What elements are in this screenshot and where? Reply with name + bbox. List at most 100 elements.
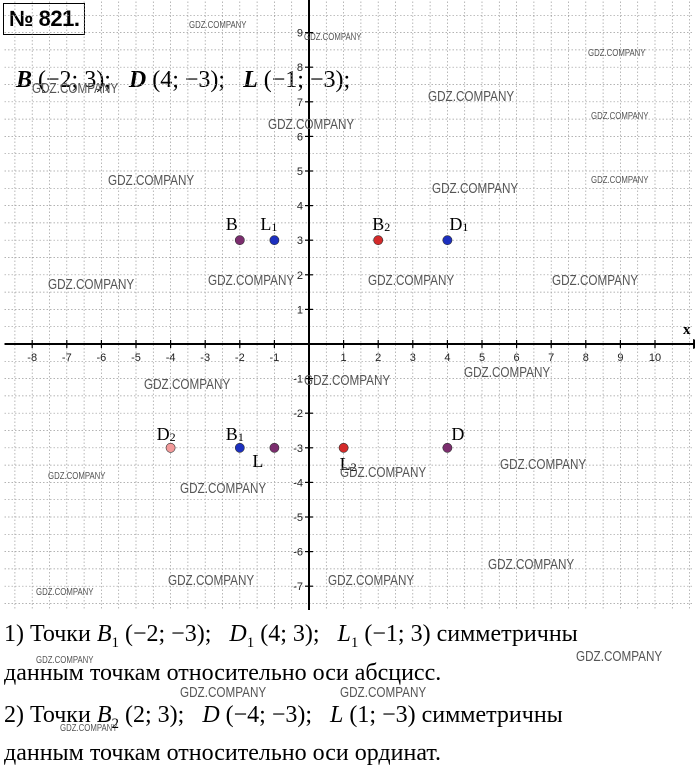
y-tick-label: -1 xyxy=(293,374,303,386)
watermark: GDZ.COMPANY xyxy=(108,172,195,189)
point-label-subscript: 1 xyxy=(271,220,277,234)
x-tick-label: -4 xyxy=(166,352,176,364)
point-b2 xyxy=(373,235,384,246)
answer-2-tail: симметричны xyxy=(421,702,563,728)
watermark: GDZ.COMPANY xyxy=(591,111,649,122)
watermark: GDZ.COMPANY xyxy=(576,648,663,665)
given-point-d-name: D xyxy=(128,67,147,93)
point-l2 xyxy=(338,442,349,453)
y-tick-label: -4 xyxy=(293,477,303,489)
watermark: GDZ.COMPANY xyxy=(60,723,118,734)
point-label: L xyxy=(252,451,263,471)
answer-1-tail: симметричны xyxy=(436,621,578,647)
watermark: GDZ.COMPANY xyxy=(340,464,427,481)
answer-2-point-2-coords: (−4; −3); xyxy=(219,702,331,728)
y-tick-label: -5 xyxy=(293,512,303,524)
point-d2 xyxy=(165,442,176,453)
answer-1-point-3-coords: (−1; 3) xyxy=(358,621,437,647)
y-tick-label: -6 xyxy=(293,547,303,559)
point-l1 xyxy=(269,235,280,246)
x-tick-label: 4 xyxy=(444,352,450,364)
x-tick-label: -5 xyxy=(131,352,141,364)
watermark: GDZ.COMPANY xyxy=(144,376,231,393)
y-tick-label: 8 xyxy=(297,62,303,74)
watermark: GDZ.COMPANY xyxy=(36,655,94,666)
given-point-l-coords: (−1; −3); xyxy=(263,67,351,93)
answer-1-lead: 1) Точки xyxy=(4,621,97,647)
x-tick-label: 7 xyxy=(548,352,554,364)
given-point-b-name: B xyxy=(16,67,33,93)
answer-2-point-1-sub: 2 xyxy=(111,715,119,732)
watermark: GDZ.COMPANY xyxy=(328,572,415,589)
answer-1-point-2-sub: 1 xyxy=(246,634,255,651)
x-tick-label: -1 xyxy=(270,352,280,364)
answer-1-point-3-sub: 1 xyxy=(350,634,359,651)
watermark: GDZ.COMPANY xyxy=(168,572,255,589)
watermark: GDZ.COMPANY xyxy=(464,364,551,381)
watermark: GDZ.COMPANY xyxy=(428,88,515,105)
coordinate-plane: xy-8-7-6-5-4-3-2-112345678910-9-8-7-6-5-… xyxy=(4,0,695,610)
watermark: GDZ.COMPANY xyxy=(588,48,646,59)
y-tick-label: 2 xyxy=(297,270,303,282)
point-label: D1 xyxy=(449,214,468,234)
answer-2-point-3-name: L xyxy=(330,702,344,728)
point-label: L1 xyxy=(260,214,277,234)
watermark: GDZ.COMPANY xyxy=(304,32,362,43)
x-tick-label: 2 xyxy=(375,352,381,364)
y-tick-label: -3 xyxy=(293,443,303,455)
y-tick-label: -2 xyxy=(293,408,303,420)
watermark: GDZ.COMPANY xyxy=(180,480,267,497)
watermark: GDZ.COMPANY xyxy=(368,272,455,289)
answer-1-point-1-sub: 1 xyxy=(111,634,119,651)
x-tick-label: -8 xyxy=(27,352,37,364)
y-tick-label: 6 xyxy=(297,131,303,143)
x-tick-label: -6 xyxy=(97,352,107,364)
y-tick-label: -7 xyxy=(293,581,303,593)
point-label-subscript: 1 xyxy=(462,220,468,234)
x-tick-label: -3 xyxy=(200,352,210,364)
y-tick-label: 3 xyxy=(297,235,303,247)
x-tick-label: 3 xyxy=(410,352,416,364)
answer-1-point-2-name: D xyxy=(229,621,247,647)
given-points: B (−2; 3); D (4; −3); L (−1; −3); xyxy=(4,40,350,94)
watermark: GDZ.COMPANY xyxy=(591,175,649,186)
watermark: GDZ.COMPANY xyxy=(432,180,519,197)
watermark: GDZ.COMPANY xyxy=(552,272,639,289)
watermark: GDZ.COMPANY xyxy=(304,372,391,389)
answer-1-point-1-coords: (−2; −3); xyxy=(118,621,230,647)
answer-1-line-2: данным точкам относительно оси абсцисс. xyxy=(4,660,442,686)
x-tick-label: 8 xyxy=(583,352,589,364)
point-label: B xyxy=(226,214,238,234)
y-tick-label: 7 xyxy=(297,97,303,109)
point-label: B2 xyxy=(372,214,390,234)
x-tick-label: 10 xyxy=(649,352,661,364)
given-point-b-coords: (−2; 3); xyxy=(38,67,111,93)
y-tick-label: 1 xyxy=(297,304,303,316)
answer-2-point-3-coords: (1; −3) xyxy=(343,702,422,728)
x-tick-label: 9 xyxy=(617,352,623,364)
answer-1-point-2-coords: (4; 3); xyxy=(254,621,338,647)
y-tick-label: 9 xyxy=(297,28,303,40)
watermark: GDZ.COMPANY xyxy=(189,20,247,31)
point-d xyxy=(442,442,453,453)
x-tick-label: 6 xyxy=(514,352,520,364)
answer-1-point-1-name: B xyxy=(96,621,112,647)
point-label-subscript: 2 xyxy=(170,430,176,444)
watermark: GDZ.COMPANY xyxy=(48,471,106,482)
answer-1-point-3-name: L xyxy=(337,621,351,647)
point-d1 xyxy=(442,235,453,246)
watermark: GDZ.COMPANY xyxy=(180,684,267,701)
answer-1-line-1: 1) Точки B1 (−2; −3); D1 (4; 3); L1 (−1;… xyxy=(4,621,578,652)
point-label: B1 xyxy=(226,424,244,444)
answer-2-line-1: 2) Точки B2 (2; 3); D (−4; −3); L (1; −3… xyxy=(4,702,563,733)
watermark: GDZ.COMPANY xyxy=(32,80,119,97)
watermark: GDZ.COMPANY xyxy=(340,684,427,701)
watermark: GDZ.COMPANY xyxy=(268,116,355,133)
y-tick-label: 5 xyxy=(297,166,303,178)
point-label-subscript: 2 xyxy=(351,460,357,474)
x-axis-label: x xyxy=(683,322,691,338)
given-point-l-name: L xyxy=(243,67,258,93)
point-b1 xyxy=(234,442,245,453)
point-label-subscript: 1 xyxy=(238,430,244,444)
point-l xyxy=(269,442,280,453)
